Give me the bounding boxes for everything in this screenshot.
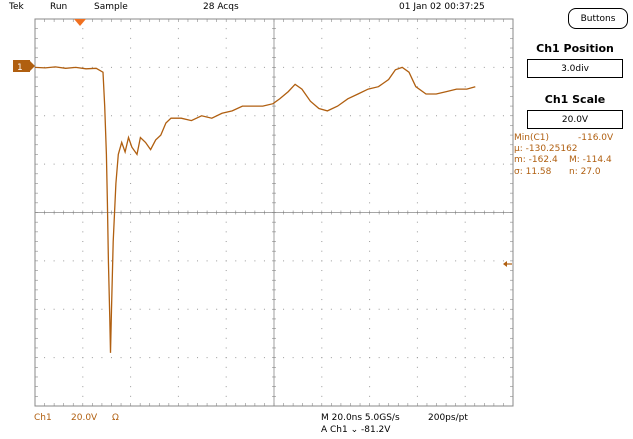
count-stat: n: 27.0 xyxy=(569,166,601,177)
trigger-level-marker[interactable] xyxy=(503,261,512,267)
min-label: Min(C1) xyxy=(514,133,550,143)
ch1-scale-field[interactable]: 20.0V xyxy=(527,110,623,129)
brand-label: Tek xyxy=(9,2,24,12)
channel-scale[interactable]: 20.0V xyxy=(71,413,98,423)
min-stat: m: -162.4 xyxy=(514,155,558,166)
acquisition-count: 28 Acqs xyxy=(203,2,239,12)
trigger-position-marker[interactable] xyxy=(74,19,86,26)
ch1-marker-label: 1 xyxy=(17,63,23,73)
ch1-position-field[interactable]: 3.0div xyxy=(527,59,623,78)
coupling-icon: Ω xyxy=(112,413,119,423)
stddev-stat: σ: 11.58 xyxy=(514,166,552,177)
side-panel: Buttons Ch1 Position 3.0div Ch1 Scale 20… xyxy=(514,0,633,439)
status-bar: Tek Run Sample 28 Acqs 01 Jan 02 00:37:2… xyxy=(0,0,633,14)
run-state[interactable]: Run xyxy=(50,2,68,12)
graticule xyxy=(34,18,513,406)
record-rate: 200ps/pt xyxy=(428,413,468,423)
mean-value: μ: -130.25162 xyxy=(514,144,578,155)
measurement-readout: Min(C1) -116.0V μ: -130.25162 m: -162.4 M:… xyxy=(514,133,632,178)
timebase-readout[interactable]: M 20.0ns 5.0GS/s xyxy=(321,413,400,423)
readout-bar: Ch1 20.0V Ω M 20.0ns 5.0GS/s 200ps/pt A … xyxy=(0,410,515,439)
date-time: 01 Jan 02 00:37:25 xyxy=(399,2,485,12)
ch1-position-title: Ch1 Position xyxy=(536,42,614,55)
ch1-ground-marker[interactable]: 1 xyxy=(13,60,35,73)
max-stat: M: -114.4 xyxy=(569,155,612,166)
min-value: -116.0V xyxy=(578,133,614,143)
ch1-scale-title: Ch1 Scale xyxy=(544,93,606,106)
trigger-readout[interactable]: A Ch1 ⌄ -81.2V xyxy=(321,425,391,435)
ch1-trace xyxy=(34,66,476,353)
waveform-display[interactable]: 1 xyxy=(0,0,515,410)
acquisition-mode: Sample xyxy=(94,2,128,12)
channel-label[interactable]: Ch1 xyxy=(34,413,52,423)
buttons-button[interactable]: Buttons xyxy=(568,8,628,29)
ch1-waveform-line xyxy=(34,66,476,353)
